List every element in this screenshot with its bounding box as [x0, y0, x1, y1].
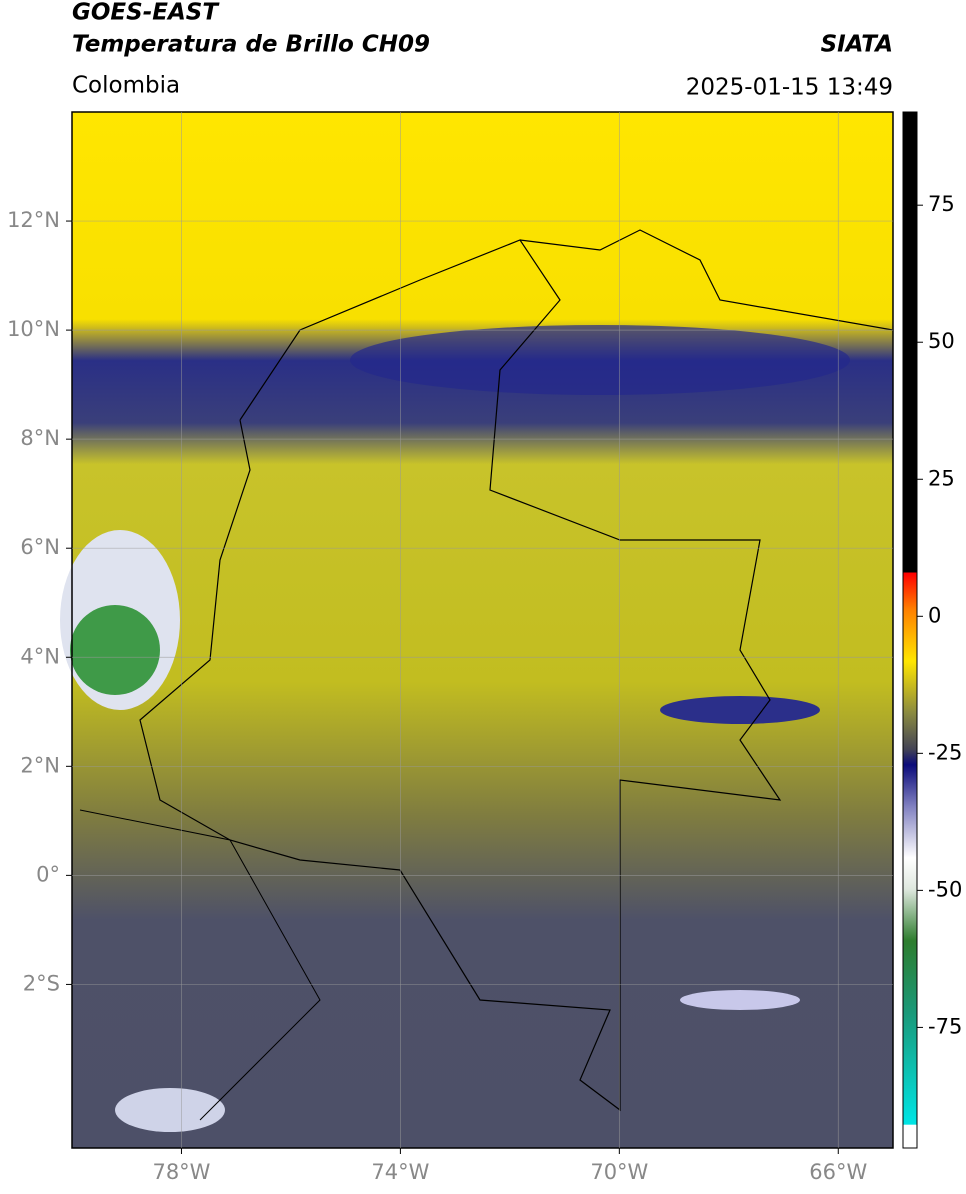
colorbar-tick-label: 0: [928, 603, 941, 627]
y-tick-label: 0°: [36, 862, 60, 886]
colorbar-tick-label: -75: [928, 1014, 962, 1038]
colorbar-tick-label: 50: [928, 329, 955, 353]
map-frame: [71, 111, 894, 1149]
coastline: [519, 229, 894, 331]
region: Colombia: [72, 73, 180, 99]
y-tick-label: 4°N: [20, 644, 60, 668]
cloud: [660, 696, 820, 724]
colorbar-tick-label: -50: [928, 877, 962, 901]
x-tick-label: 66°W: [809, 1160, 867, 1184]
y-tick-label: 10°N: [7, 317, 60, 341]
cloud: [70, 605, 160, 695]
y-tick-label: 2°N: [20, 753, 60, 777]
y-tick-label: 8°N: [20, 426, 60, 450]
y-tick-label: 6°N: [20, 535, 60, 559]
map: [60, 112, 894, 1148]
colorbar: [902, 111, 918, 1149]
y-tick-label: 12°N: [7, 208, 60, 232]
satellite-image: [72, 112, 893, 1148]
x-tick-label: 78°W: [152, 1160, 210, 1184]
border: [139, 239, 782, 1112]
timestamp: 2025-01-15 13:49: [686, 75, 893, 101]
cloud: [350, 325, 850, 395]
x-tick-label: 74°W: [371, 1160, 429, 1184]
y-tick-label: 2°S: [23, 971, 60, 995]
cloud: [680, 990, 800, 1010]
colorbar-tick-label: 25: [928, 466, 955, 490]
border: [79, 809, 321, 1121]
source: SIATA: [821, 32, 893, 58]
title: GOES-EAST: [72, 0, 220, 26]
subtitle: Temperatura de Brillo CH09: [72, 32, 430, 58]
cloud: [115, 1088, 225, 1132]
colorbar-tick-label: 75: [928, 192, 955, 216]
x-tick-label: 70°W: [590, 1160, 648, 1184]
colorbar-tick-label: -25: [928, 740, 962, 764]
